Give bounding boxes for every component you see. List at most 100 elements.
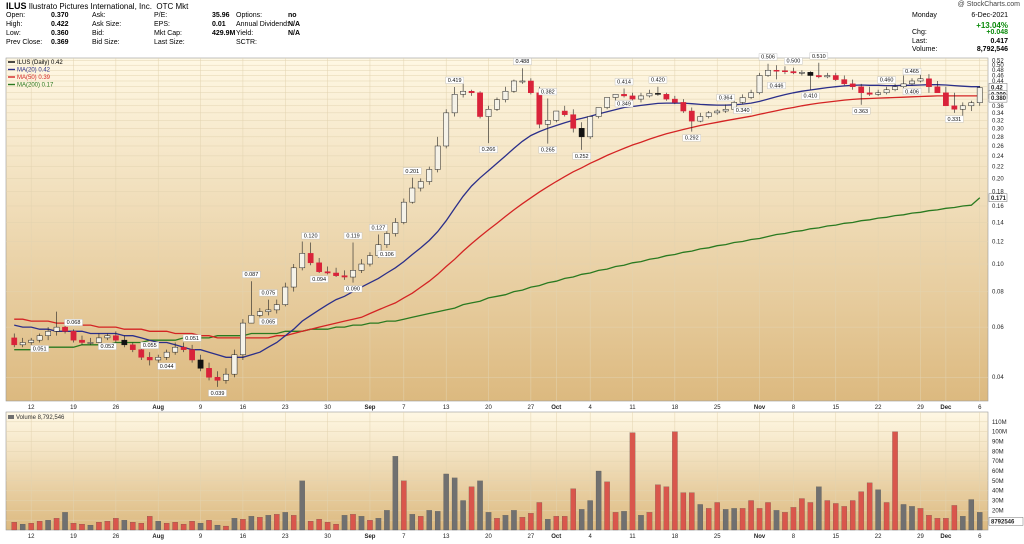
annotation-box — [614, 78, 634, 86]
annotation-box — [479, 145, 498, 153]
price-tick-label: 0.08 — [992, 290, 1004, 296]
volume-bar — [604, 481, 610, 531]
volume-bar — [341, 515, 348, 531]
candle-body — [638, 95, 644, 100]
candle-body — [680, 102, 687, 112]
date-tick-label: 8 — [792, 534, 796, 540]
price-annotation: 0.420 — [648, 76, 668, 84]
volume-bar — [934, 518, 941, 531]
annotation-box — [614, 100, 634, 108]
price-annotation: 0.488 — [513, 57, 532, 65]
date-tick-label: Dec — [940, 405, 952, 411]
volume-bar — [138, 523, 145, 531]
annotation-box — [538, 88, 558, 96]
candle-body — [536, 92, 543, 125]
price-annotation: 0.055 — [140, 341, 159, 349]
annotation-label: 0.382 — [541, 89, 555, 95]
volume-bar — [943, 518, 949, 531]
date-tick-label: 15 — [832, 534, 839, 540]
volume-legend: Volume 8,792,546 — [16, 415, 65, 421]
quote-summary: Monday 6-Dec-2021 +13.04% Chg: +0.048 Last… — [912, 12, 1008, 55]
annotation-label: 0.039 — [211, 391, 225, 397]
date-tick-label: 7 — [402, 405, 406, 411]
candle-body — [858, 86, 865, 94]
annotation-box — [758, 53, 778, 61]
price-tick-label: 0.32 — [992, 118, 1004, 124]
candle-body — [494, 99, 500, 110]
price-annotation: 0.201 — [403, 167, 422, 175]
candle-body — [129, 344, 136, 350]
candle-body — [519, 80, 526, 83]
quote-value: N/A — [288, 21, 301, 28]
candle-body — [782, 70, 788, 73]
quote-value: 429.9M — [212, 30, 236, 37]
volume-tick-label: 40M — [992, 489, 1004, 495]
price-annotation: 0.446 — [767, 82, 786, 89]
volume-bar — [460, 500, 466, 531]
ma50-line — [14, 95, 980, 339]
candle-body — [934, 86, 941, 94]
quote-volume-label: Volume: — [912, 46, 938, 54]
quote-value: no — [288, 12, 297, 19]
quote-label: High: — [6, 21, 23, 28]
price-annotation: 0.068 — [64, 319, 83, 326]
price-annotation: 0.252 — [572, 152, 591, 160]
volume-bar — [655, 484, 661, 531]
price-tick-label: 0.24 — [992, 154, 1004, 160]
volume-bar — [570, 488, 576, 531]
price-annotation: 0.331 — [945, 115, 964, 123]
ma50-marker-2: 0.380 — [991, 96, 1007, 102]
candle-body — [112, 335, 119, 341]
price-annotation: 0.363 — [851, 107, 871, 115]
quote-label: Annual Dividend: — [236, 21, 289, 28]
date-tick-label: 26 — [113, 534, 120, 540]
annotation-box — [538, 146, 558, 154]
volume-bar — [113, 518, 119, 531]
annotation-label: 0.127 — [372, 226, 386, 232]
candle-body — [866, 92, 873, 95]
candle-body — [155, 357, 162, 361]
date-tick-label: 7 — [402, 534, 406, 540]
legend-entry: MA(50) 0.39 — [17, 75, 51, 81]
volume-bar — [807, 502, 814, 531]
volume-bar — [680, 492, 687, 531]
annotation-label: 0.419 — [448, 78, 462, 84]
candle-body — [485, 109, 492, 117]
date-tick-label: 19 — [70, 534, 77, 540]
date-tick-label: 15 — [832, 405, 839, 411]
volume-bar — [206, 520, 212, 531]
date-tick-label: 11 — [629, 534, 636, 540]
volume-bar — [833, 503, 839, 531]
candle-body — [909, 80, 915, 85]
volume-bar — [384, 510, 390, 531]
candle-body — [341, 275, 348, 278]
candle-body — [663, 94, 670, 100]
volume-bar — [646, 512, 653, 531]
candle-body — [138, 349, 145, 358]
candle-body — [595, 107, 602, 117]
quote-value: 0.01 — [212, 21, 226, 28]
quote-label: Open: — [6, 12, 26, 19]
candle-body — [824, 75, 831, 78]
volume-bar — [282, 512, 288, 531]
price-tick-label: 0.22 — [992, 165, 1004, 171]
candle-body — [739, 97, 746, 103]
date-tick-label: 20 — [485, 534, 492, 540]
volume-tick-label: 70M — [992, 459, 1004, 465]
candle-body — [307, 253, 314, 264]
volume-bar — [875, 489, 881, 531]
quote-label: EPS: — [154, 21, 170, 28]
candle-body — [841, 79, 848, 85]
ma50-marker-2-box — [988, 93, 1008, 103]
annotation-box — [682, 134, 701, 142]
volume-bar — [477, 480, 483, 531]
candle-body — [19, 342, 26, 346]
price-annotation: 0.265 — [538, 146, 558, 154]
quote-last-label: Last: — [912, 37, 928, 45]
volume-bar — [722, 509, 729, 531]
quote-label: Options: — [236, 12, 263, 19]
volume-bar — [87, 524, 94, 531]
date-tick-label: 25 — [714, 405, 721, 411]
quote-value: 35.96 — [212, 12, 230, 19]
volume-bar — [892, 431, 898, 531]
